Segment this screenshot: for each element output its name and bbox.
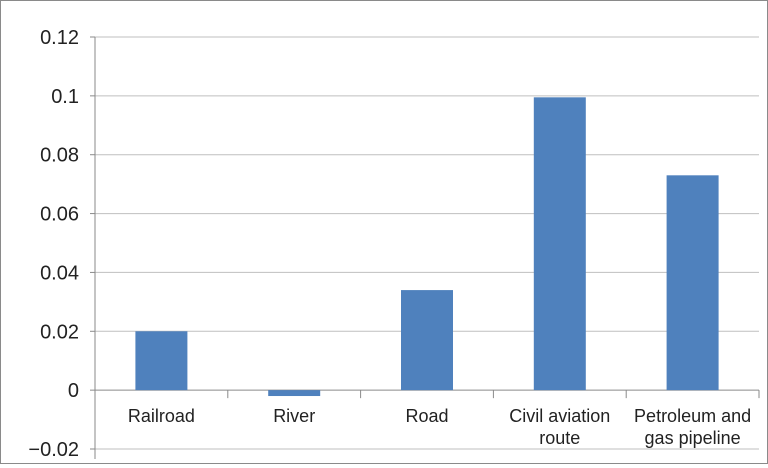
category-label-line: Railroad <box>128 406 195 426</box>
bars <box>135 97 719 397</box>
bar-petroleum-and-gas-pipeline <box>666 175 719 391</box>
category-label-line: Civil aviation <box>509 406 610 426</box>
y-tick-label: 0.02 <box>40 321 79 343</box>
category-labels: Railroad River Road Civil aviation route Petr… <box>128 406 751 448</box>
bar-river <box>268 390 321 397</box>
category-label-line: Petroleum and <box>634 406 751 426</box>
y-tick-label: 0.08 <box>40 145 79 167</box>
category-label: River <box>273 406 315 426</box>
category-label: Civil aviation route <box>509 406 610 448</box>
y-tick-label: 0.12 <box>40 27 79 49</box>
category-label: Petroleum and gas pipeline <box>634 406 751 448</box>
y-tick-label: 0.1 <box>51 86 79 108</box>
bar-civil-aviation-route <box>533 97 586 391</box>
y-tick-label: 0.04 <box>40 262 79 284</box>
category-label-line: route <box>539 428 580 448</box>
y-tick-labels: 0.12 0.1 0.08 0.06 0.04 0.02 0 −0.02 <box>28 27 79 461</box>
category-label: Road <box>405 406 448 426</box>
category-label-line: gas pipeline <box>645 428 741 448</box>
bar-railroad <box>135 331 188 391</box>
y-tick-label: 0 <box>68 380 79 402</box>
y-tick-label: 0.06 <box>40 204 79 226</box>
axes <box>90 36 760 459</box>
category-label-line: River <box>273 406 315 426</box>
category-label: Railroad <box>128 406 195 426</box>
category-label-line: Road <box>405 406 448 426</box>
y-tick-label: −0.02 <box>28 439 79 461</box>
bar-road <box>401 290 453 391</box>
